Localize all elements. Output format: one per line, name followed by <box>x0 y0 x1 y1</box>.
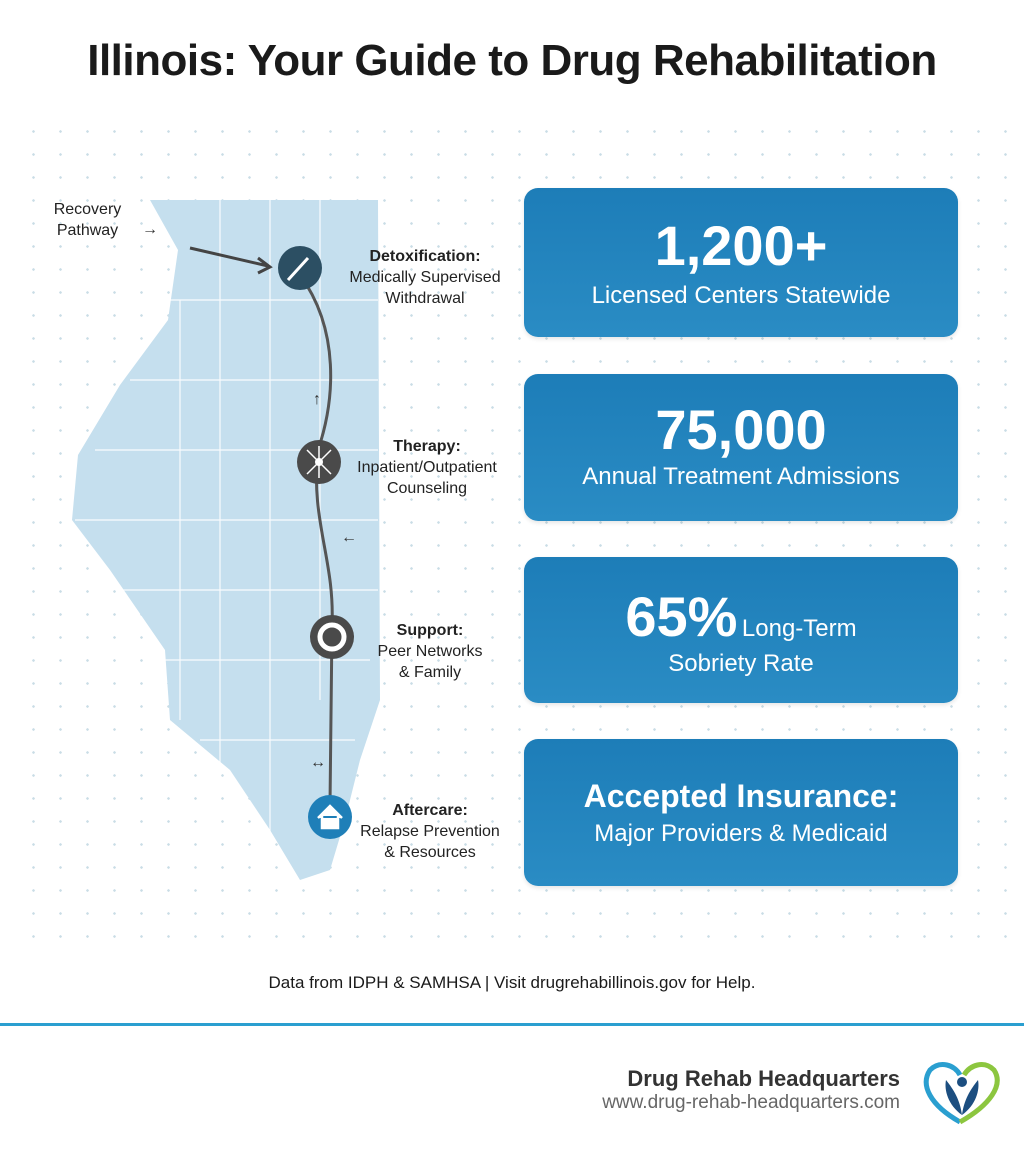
stat-card-centers: 1,200+ Licensed Centers Statewide <box>524 188 958 337</box>
lifebuoy-icon <box>310 615 354 659</box>
svg-text:↑: ↑ <box>313 391 321 408</box>
footer-divider <box>0 1023 1024 1026</box>
step-support: Support: Peer Networks & Family <box>377 622 483 681</box>
step-detoxification: Detoxification: Medically Supervised Withd… <box>349 248 501 307</box>
svg-text:←: ← <box>341 529 357 546</box>
stat-card-sobriety: 65% Long-Term Sobriety Rate <box>524 557 958 703</box>
brand-name: Drug Rehab Headquarters <box>627 1066 900 1091</box>
brand-url[interactable]: www.drug-rehab-headquarters.com <box>602 1092 900 1113</box>
step-therapy: Therapy: Inpatient/Outpatient Counseling <box>357 438 497 497</box>
recovery-pathway-label: Recovery Pathway <box>53 201 122 239</box>
illinois-map: → ↑ ← ↔ <box>72 200 380 880</box>
svg-text:↔: ↔ <box>310 754 326 771</box>
step-aftercare: Aftercare: Relapse Prevention & Resources <box>360 802 500 861</box>
illinois-state-shape <box>72 200 380 880</box>
county-lines <box>75 200 378 880</box>
neuron-icon <box>297 440 341 484</box>
data-source-footnote: Data from IDPH & SAMHSA | Visit drugreha… <box>268 973 756 992</box>
syringe-stethoscope-icon <box>278 246 322 290</box>
brand-logo-icon <box>923 1062 1000 1125</box>
stat-card-insurance: Accepted Insurance: Major Providers & Me… <box>524 739 958 886</box>
stat-card-admissions: 75,000 Annual Treatment Admissions <box>524 374 958 521</box>
house-icon <box>308 795 352 839</box>
brand-block: Drug Rehab Headquarters www.drug-rehab-h… <box>602 1066 900 1114</box>
page-title: Illinois: Your Guide to Drug Rehabilitat… <box>87 36 937 85</box>
pathway-arrow <box>189 246 273 275</box>
pathway-arrow-small: → <box>142 221 158 238</box>
